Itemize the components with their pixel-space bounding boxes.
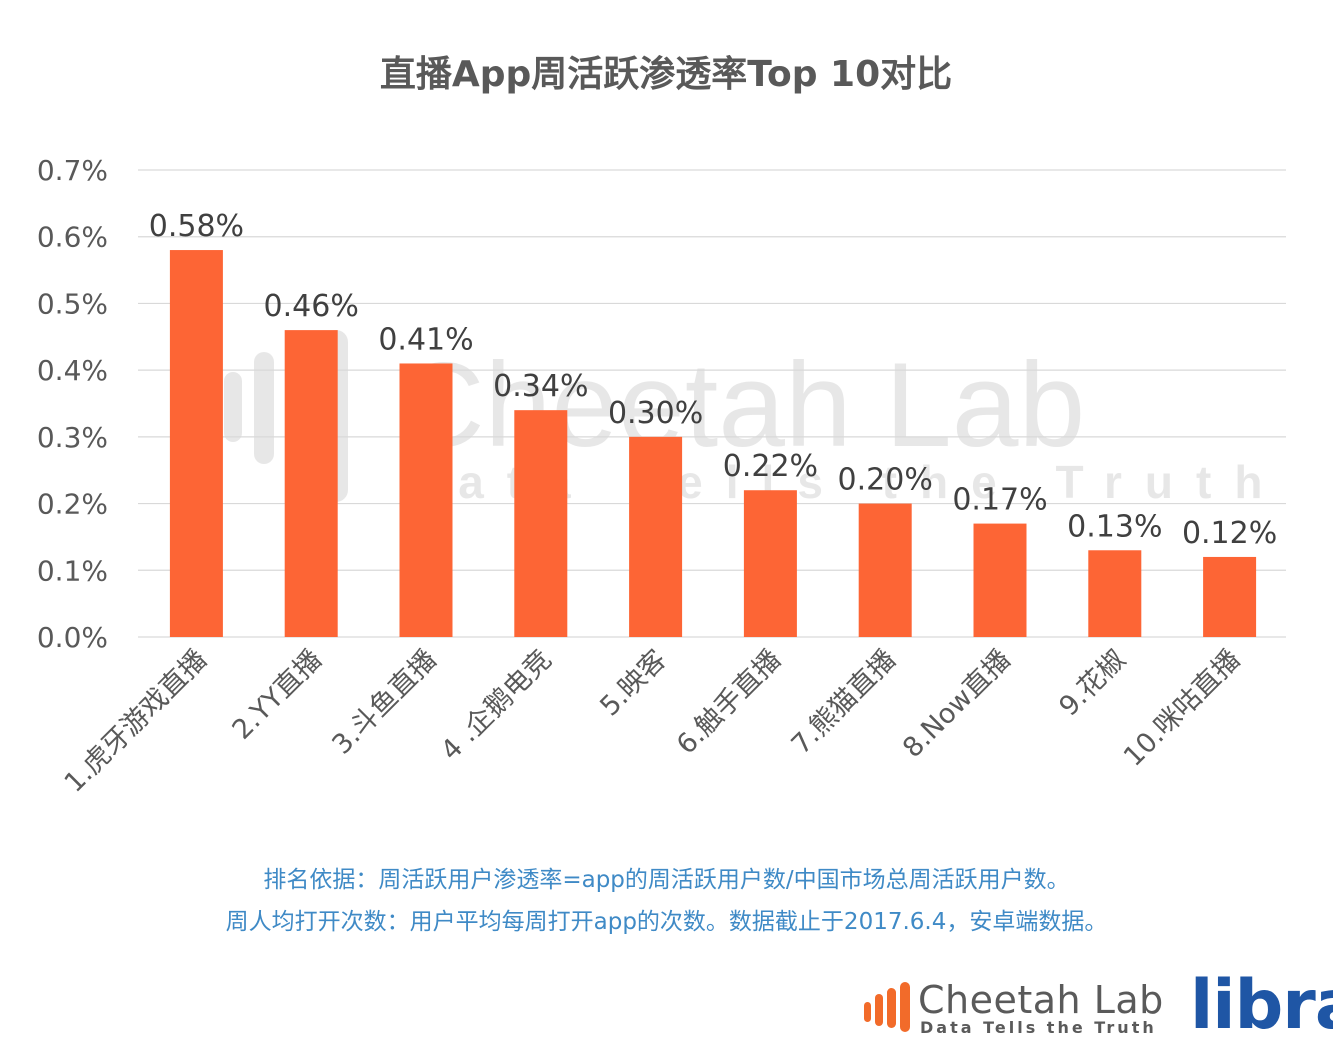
data-label-10: 0.12%	[1182, 516, 1277, 551]
cheetah-lab-logo: Cheetah Lab Data Tells the Truth	[862, 978, 1164, 1038]
y-tick-label-2: 0.2%	[37, 488, 108, 521]
cheetah-lab-logo-name: Cheetah Lab	[918, 978, 1164, 1022]
y-tick-label-3: 0.3%	[37, 421, 108, 454]
y-tick-label-4: 0.4%	[37, 354, 108, 387]
bar-1	[169, 250, 223, 638]
data-label-5: 0.30%	[608, 396, 703, 431]
data-label-4: 0.34%	[493, 369, 588, 404]
bar-7	[858, 503, 912, 637]
data-label-6: 0.22%	[723, 449, 818, 484]
x-category-label-9: 9.花椒	[1053, 644, 1131, 722]
footnote-ranking-basis: 排名依据：周活跃用户渗透率=app的周活跃用户数/中国市场总周活跃用户数。	[263, 867, 1070, 893]
data-label-3: 0.41%	[378, 322, 473, 357]
bar-2	[284, 330, 338, 637]
data-label-8: 0.17%	[952, 483, 1047, 518]
libra-logo: libra	[1190, 966, 1333, 1045]
watermark-name: Cheetah Lab	[398, 338, 1085, 472]
cheetah-lab-logo-icon	[864, 982, 910, 1032]
x-category-label-6: 6.触手直播	[671, 644, 788, 761]
y-tick-label-7: 0.7%	[37, 154, 108, 187]
bar-9	[1088, 550, 1142, 637]
bar-3	[399, 363, 453, 637]
bar-8	[973, 523, 1027, 637]
data-label-7: 0.20%	[838, 463, 933, 498]
cheetah-lab-logo-tagline: Data Tells the Truth	[920, 1018, 1157, 1037]
y-tick-label-1: 0.1%	[37, 554, 108, 587]
bar-chart: Cheetah Lab Data Tells the Truth 直播App周活…	[37, 54, 1286, 799]
data-label-1: 0.58%	[149, 209, 244, 244]
bar-5	[629, 436, 683, 637]
footnote-open-frequency: 周人均打开次数：用户平均每周打开app的次数。数据截止于2017.6.4，安卓端…	[225, 909, 1108, 935]
x-category-label-3: 3.斗鱼直播	[326, 644, 443, 761]
x-category-label-5: 5.映客	[594, 644, 672, 722]
data-label-2: 0.46%	[264, 289, 359, 324]
chart-title: 直播App周活跃渗透率Top 10对比	[380, 54, 952, 95]
x-category-label-10: 10.咪咕直播	[1118, 644, 1247, 773]
x-category-label-8: 8.Now直播	[897, 644, 1017, 764]
x-category-label-7: 7.熊猫直播	[786, 644, 903, 761]
bar-4	[514, 410, 568, 637]
x-category-label-1: 1.虎牙游戏直播	[59, 644, 214, 799]
x-category-label-4: 4 .企鹅电竞	[435, 644, 558, 767]
data-label-9: 0.13%	[1067, 509, 1162, 544]
bar-10	[1203, 556, 1257, 637]
y-tick-label-5: 0.5%	[37, 287, 108, 320]
x-category-label-2: 2.YY直播	[227, 644, 329, 746]
y-tick-label-0: 0.0%	[37, 621, 108, 654]
bar-6	[743, 490, 797, 637]
y-tick-label-6: 0.6%	[37, 221, 108, 254]
